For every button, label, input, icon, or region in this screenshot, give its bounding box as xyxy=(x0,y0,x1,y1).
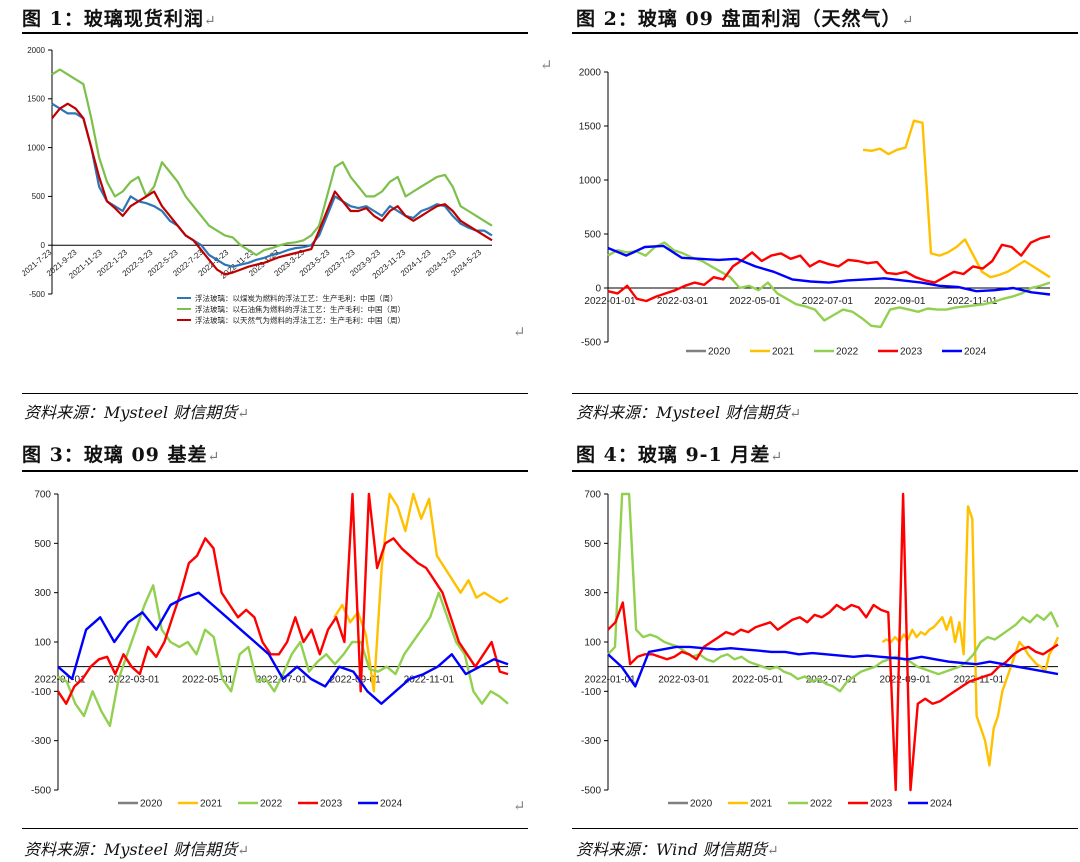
legend-label: 2020 xyxy=(690,799,713,810)
x-tick-label: 2022-05-01 xyxy=(182,675,234,686)
x-tick-label: 2022-01-01 xyxy=(584,675,636,686)
figure-3-title: 图 3：玻璃 09 基差↵ xyxy=(22,444,221,466)
y-tick-label: 100 xyxy=(34,638,51,649)
series-line-2024 xyxy=(57,591,509,705)
figure-1-top-rule xyxy=(22,32,528,34)
figure-2-return-mark-left: ↵ xyxy=(540,56,553,74)
series-line-2023 xyxy=(56,492,509,705)
y-tick-label: 300 xyxy=(34,588,51,599)
legend-label: 2020 xyxy=(708,347,731,358)
series-line-series-2 xyxy=(51,102,493,276)
series-line-2022 xyxy=(607,241,1051,329)
series-line-series-0 xyxy=(51,102,493,268)
x-tick-label: 2022-11-01 xyxy=(404,675,455,686)
y-tick-label: 500 xyxy=(34,539,51,550)
legend-label: 浮法玻璃：以天然气为燃料的浮法工艺：生产毛利：中国（周） xyxy=(195,315,405,325)
legend-label: 2022 xyxy=(810,799,833,810)
y-tick-label: -100 xyxy=(581,687,601,698)
figure-2-bottom-rule xyxy=(572,393,1078,394)
figure-2-chart: -500 0 500 1000 1500 2000 2022-01-01 2022-03-01… xyxy=(579,68,1051,358)
legend-label: 2021 xyxy=(750,799,773,810)
y-tick-label: 700 xyxy=(584,490,601,501)
y-tick-label: 100 xyxy=(584,638,601,649)
series-line-series-1 xyxy=(51,68,493,257)
legend-label: 2022 xyxy=(836,347,859,358)
figure-2-top-rule xyxy=(572,32,1078,34)
x-tick-label: 2022-01-01 xyxy=(34,675,86,686)
series-line-2021 xyxy=(881,505,1060,767)
legend-label: 2020 xyxy=(140,799,163,810)
figure-4-chart: -500 -300 -100 100 300 500 700 2022-01-01 2022-0… xyxy=(581,490,1060,810)
series-line-2022 xyxy=(607,492,1060,693)
figure-1-source: 资料来源：Mysteel 财信期货↵ xyxy=(24,403,249,422)
series-line-2023 xyxy=(607,492,1059,792)
y-tick-label: 2000 xyxy=(579,68,602,79)
y-tick-label: 1500 xyxy=(27,95,45,104)
legend-label: 2021 xyxy=(772,347,795,358)
legend-label: 2023 xyxy=(900,347,923,358)
x-tick-label: 2022-07-01 xyxy=(256,675,308,686)
figure-1-chart: -50005001000150020002021-7-232021-9-2320… xyxy=(22,46,493,325)
series-line-2024 xyxy=(607,645,1059,688)
y-tick-label: 1000 xyxy=(579,176,602,187)
figure-4-bottom-rule xyxy=(572,828,1078,829)
y-tick-label: -300 xyxy=(581,736,601,747)
y-tick-label: 500 xyxy=(584,230,601,241)
legend-label: 浮法玻璃：以石油焦为燃料的浮法工艺：生产毛利：中国（周） xyxy=(195,304,405,314)
x-tick-label: 2022-11-01 xyxy=(947,296,998,307)
y-tick-label: -500 xyxy=(31,786,51,797)
figure-1-bottom-rule xyxy=(22,393,528,394)
legend-label: 2024 xyxy=(380,799,403,810)
x-tick-label: 2022-11-01 xyxy=(954,675,1005,686)
y-tick-label: 2000 xyxy=(27,46,45,55)
series-line-2022 xyxy=(57,584,509,728)
x-tick-label: 2022-07-01 xyxy=(802,296,854,307)
figure-3-chart: -500 -300 -100 100 300 500 700 2022-01-01 2022-0… xyxy=(31,490,509,810)
y-tick-label: 1500 xyxy=(579,122,602,133)
y-tick-label: 300 xyxy=(584,588,601,599)
figure-4-top-rule xyxy=(572,470,1078,472)
x-tick-label: 2022-05-01 xyxy=(729,296,781,307)
figure-3-bottom-rule xyxy=(22,828,528,829)
legend-label: 2024 xyxy=(964,347,987,358)
x-tick-label: 2022-03-01 xyxy=(658,675,710,686)
y-tick-label: 0 xyxy=(41,241,46,250)
legend-label: 2023 xyxy=(870,799,893,810)
x-tick-label: 2022-01-01 xyxy=(584,296,636,307)
x-tick-label: 2022-09-01 xyxy=(874,296,926,307)
series-line-2024 xyxy=(607,244,1051,296)
figure-1-return-mark: ↵ xyxy=(513,323,526,341)
figure-3-source: 资料来源：Mysteel 财信期货↵ xyxy=(24,840,249,859)
legend-label: 2024 xyxy=(930,799,953,810)
x-tick-label: 2022-05-01 xyxy=(732,675,784,686)
x-tick-label: 2022-03-01 xyxy=(108,675,160,686)
series-line-2023 xyxy=(607,235,1051,303)
figure-3-top-rule xyxy=(22,470,528,472)
figure-3-return-mark: ↵ xyxy=(513,797,526,815)
y-tick-label: 500 xyxy=(584,539,601,550)
x-tick-label: 2022-09-01 xyxy=(880,675,932,686)
y-tick-label: 500 xyxy=(32,192,46,201)
x-tick-label: 2022-09-01 xyxy=(330,675,382,686)
legend-label: 2022 xyxy=(260,799,283,810)
x-tick-label: 2022-07-01 xyxy=(806,675,858,686)
y-tick-label: -300 xyxy=(31,736,51,747)
figure-4-source: 资料来源：Wind 财信期货↵ xyxy=(576,840,779,859)
x-tick-label: 2022-03-01 xyxy=(657,296,709,307)
figure-1-title: 图 1：玻璃现货利润↵ xyxy=(22,8,217,30)
legend-label: 2021 xyxy=(200,799,223,810)
figure-2-title: 图 2：玻璃 09 盘面利润（天然气）↵ xyxy=(576,8,915,30)
y-tick-label: -100 xyxy=(31,687,51,698)
y-tick-label: -500 xyxy=(581,338,601,349)
y-tick-label: 1000 xyxy=(27,143,45,152)
figure-2-source: 资料来源：Mysteel 财信期货↵ xyxy=(576,403,801,422)
y-tick-label: -500 xyxy=(581,786,601,797)
legend-label: 2023 xyxy=(320,799,343,810)
figure-4-title: 图 4：玻璃 9-1 月差↵ xyxy=(576,444,784,466)
y-tick-label: 0 xyxy=(595,284,601,295)
legend-label: 浮法玻璃：以煤炭为燃料的浮法工艺：生产毛利：中国（周） xyxy=(195,293,398,303)
y-tick-label: 700 xyxy=(34,490,51,501)
series-line-2021 xyxy=(862,119,1051,279)
y-tick-label: -500 xyxy=(29,290,46,299)
